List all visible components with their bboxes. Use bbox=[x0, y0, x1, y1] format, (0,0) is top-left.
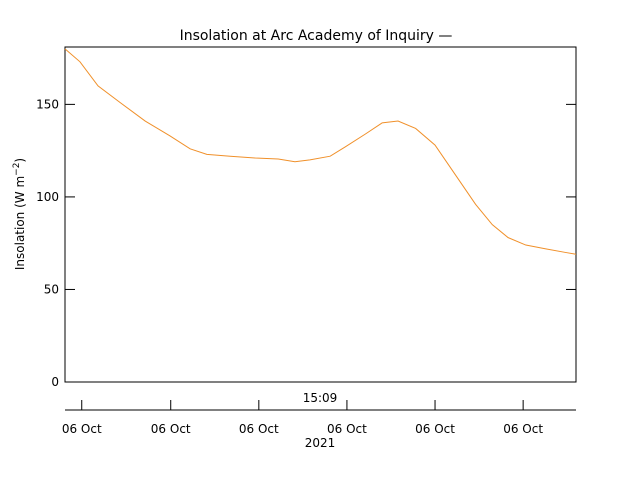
x-axis-label-year: 2021 bbox=[305, 436, 336, 450]
y-label-end: ) bbox=[13, 158, 27, 163]
chart-title: Insolation at Arc Academy of Inquiry — bbox=[180, 28, 453, 44]
x-tick-label: 06 Oct bbox=[62, 422, 102, 436]
x-tick-label: 06 Oct bbox=[415, 422, 455, 436]
plot-frame bbox=[64, 46, 577, 383]
data-line bbox=[64, 48, 577, 255]
y-axis-label: Insolation (W m−2) bbox=[12, 158, 27, 270]
x-axis-label: 15:09 bbox=[303, 391, 338, 405]
y-tick-label: 150 bbox=[36, 97, 59, 111]
y-tick-label: 0 bbox=[51, 375, 59, 389]
x-tick-label: 06 Oct bbox=[151, 422, 191, 436]
x-tick-label: 06 Oct bbox=[503, 422, 543, 436]
x-tick-label: 06 Oct bbox=[327, 422, 367, 436]
y-label-main: Insolation (W m bbox=[13, 176, 27, 270]
y-tick-label: 100 bbox=[36, 190, 59, 204]
y-tick-label: 50 bbox=[44, 282, 59, 296]
x-tick-label: 06 Oct bbox=[239, 422, 279, 436]
y-label-sup: −2 bbox=[12, 163, 22, 176]
